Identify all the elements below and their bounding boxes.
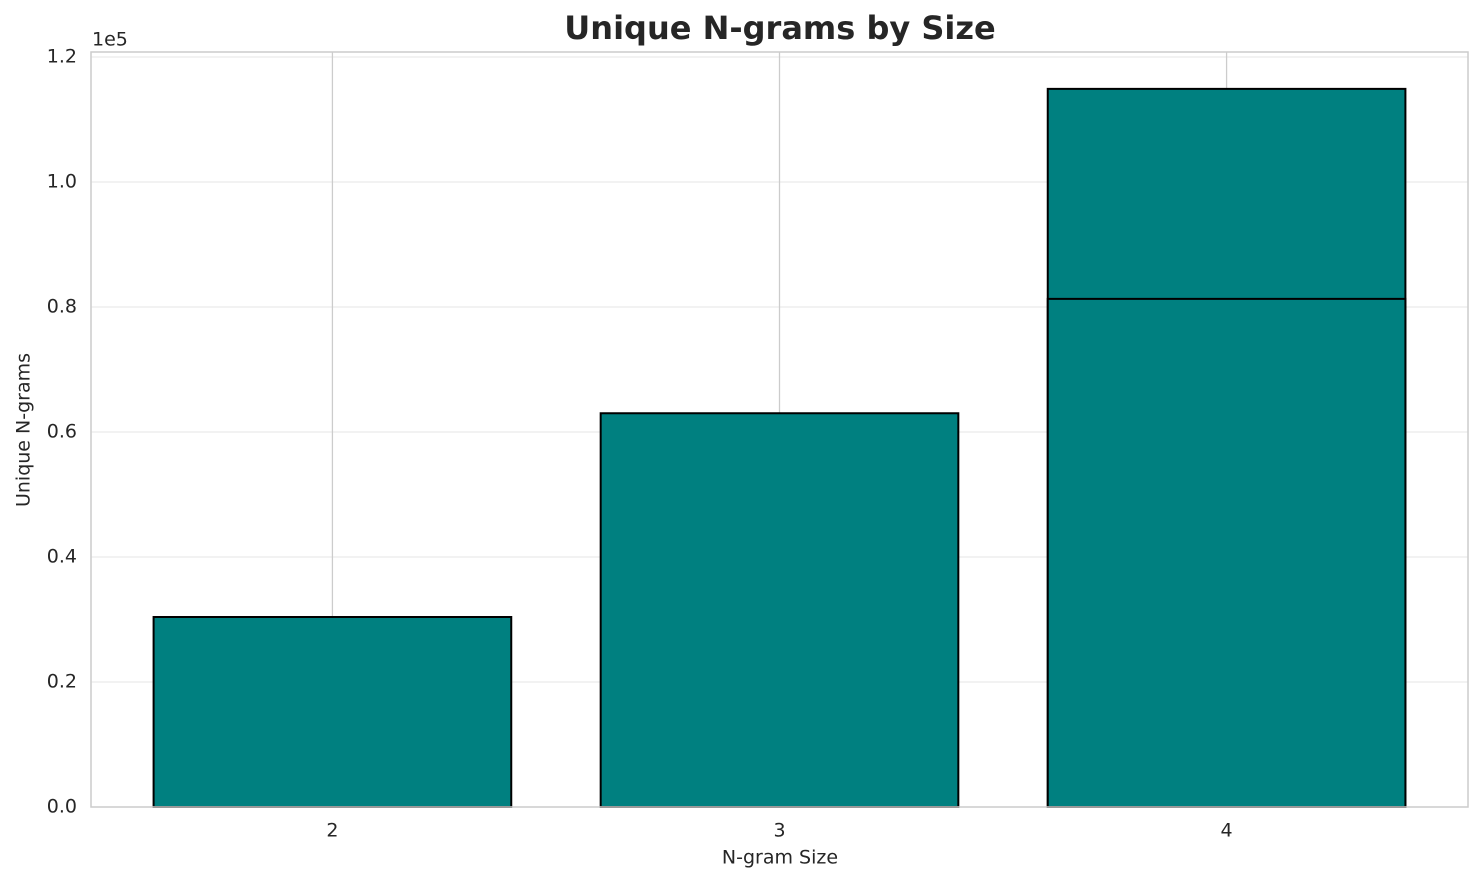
bar — [152, 616, 513, 808]
bar — [1046, 297, 1407, 808]
y-tick-label: 0.2 — [47, 671, 77, 693]
x-axis-label: N-gram Size — [722, 847, 838, 869]
y-tick-label: 0.4 — [47, 546, 77, 568]
y-axis-label: Unique N-grams — [13, 353, 35, 507]
x-tick-label: 3 — [773, 820, 785, 842]
y-tick-label: 0.6 — [47, 421, 77, 443]
bar — [599, 412, 960, 808]
chart-title: Unique N-grams by Size — [564, 9, 995, 47]
x-tick-label: 2 — [326, 820, 338, 842]
y-offset-label: 1e5 — [92, 29, 128, 51]
y-tick-label: 0.8 — [47, 296, 77, 318]
y-tick-label: 0.0 — [47, 796, 77, 818]
plot-frame — [90, 51, 1469, 808]
y-tick-label: 1.2 — [47, 46, 77, 68]
x-tick-label: 4 — [1221, 820, 1233, 842]
y-tick-label: 1.0 — [47, 171, 77, 193]
